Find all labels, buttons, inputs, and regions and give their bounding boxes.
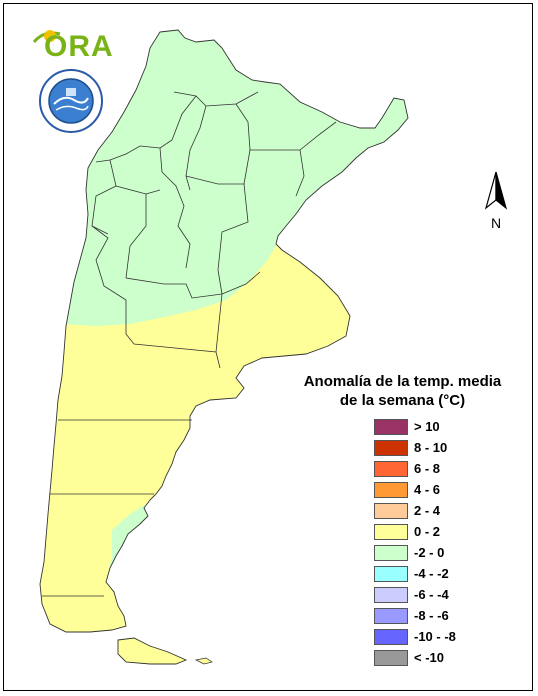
legend-item: < -10 [374, 650, 494, 668]
legend-label: -4 - -2 [414, 566, 449, 581]
legend-item: 6 - 8 [374, 461, 494, 479]
legend-label: < -10 [414, 650, 444, 665]
legend-swatch [374, 482, 408, 498]
legend-item: > 10 [374, 419, 494, 437]
legend-label: 0 - 2 [414, 524, 441, 539]
legend-swatch [374, 503, 408, 519]
islet [194, 657, 213, 665]
legend-swatch [374, 419, 408, 435]
legend-swatch [374, 545, 408, 561]
legend-swatch [374, 650, 408, 666]
legend-label: -10 - -8 [414, 629, 456, 644]
ora-logo [32, 30, 61, 44]
legend-swatch [374, 587, 408, 603]
legend-item: -2 - 0 [374, 545, 494, 563]
legend-swatch [374, 608, 408, 624]
north-arrow-icon: N [484, 171, 508, 231]
legend-swatch [374, 461, 408, 477]
north-label: N [491, 215, 501, 231]
ora-logo-text: ORA [44, 30, 114, 63]
province-boundaries [42, 91, 337, 597]
legend-item: 4 - 6 [374, 482, 494, 500]
legend-label: > 10 [414, 419, 440, 434]
legend-label: 8 - 10 [414, 440, 448, 455]
legend-label: 6 - 8 [414, 461, 441, 476]
legend-label: -2 - 0 [414, 545, 445, 560]
legend-label: 2 - 4 [414, 503, 441, 518]
legend-title-line2: de la semana (°C) [339, 392, 466, 409]
legend-item: -8 - -6 [374, 608, 494, 626]
legend-swatch [374, 524, 408, 540]
legend-title-line1: Anomalía de la temp. media [303, 373, 502, 390]
legend-item: -4 - -2 [374, 566, 494, 584]
legend-swatch [374, 440, 408, 456]
legend-label: -6 - -4 [414, 587, 449, 602]
legend-swatch [374, 629, 408, 645]
legend-item: 0 - 2 [374, 524, 494, 542]
legend-item: 8 - 10 [374, 440, 494, 458]
legend-item: -6 - -4 [374, 587, 494, 605]
legend-item: -10 - -8 [374, 629, 494, 647]
legend-title: Anomalía de la temp. media de la semana … [280, 372, 525, 410]
legend-item: 2 - 4 [374, 503, 494, 521]
tierra-del-fuego [117, 637, 188, 665]
legend-label: 4 - 6 [414, 482, 441, 497]
legend-swatch [374, 566, 408, 582]
legend-label: -8 - -6 [414, 608, 449, 623]
smn-seal-icon [39, 69, 103, 133]
